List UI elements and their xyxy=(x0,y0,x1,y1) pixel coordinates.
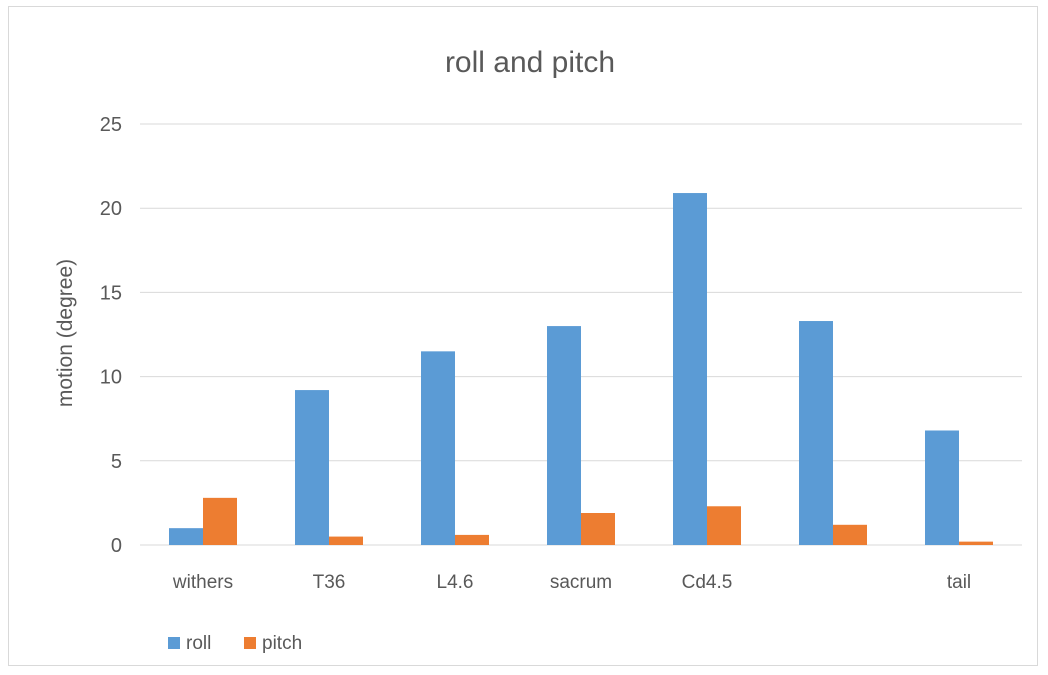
bar-pitch-Cd10.11 xyxy=(833,524,867,545)
gridlines xyxy=(140,123,1022,546)
bar-pitch-sacrum xyxy=(581,513,615,545)
bar-roll-tail xyxy=(925,430,959,545)
y-tick-labels: 0 5 10 15 20 25 xyxy=(100,114,122,557)
x-tick-label: sacrum xyxy=(550,572,612,593)
bar-roll-Cd10.11 xyxy=(799,321,833,545)
y-axis-label: motion (degree) xyxy=(54,259,77,407)
x-tick-label: tail xyxy=(947,572,971,593)
bar-pitch-Cd4.5 xyxy=(707,506,741,545)
y-tick-label: 20 xyxy=(100,198,122,220)
x-tick-label: L4.6 xyxy=(437,572,474,593)
bar-roll-sacrum xyxy=(547,326,581,545)
chart-title: roll and pitch xyxy=(445,46,615,79)
legend-label-pitch: pitch xyxy=(262,633,302,654)
bar-pitch-T36 xyxy=(329,536,363,545)
bar-roll-L4.6 xyxy=(421,351,455,545)
bar-roll-withers xyxy=(169,528,203,545)
bar-pitch-tail xyxy=(959,541,993,545)
legend-swatch-pitch xyxy=(244,637,256,649)
bar-pitch-withers xyxy=(203,497,237,545)
legend: roll pitch xyxy=(168,633,302,654)
y-tick-label: 0 xyxy=(111,535,122,557)
y-tick-label: 10 xyxy=(100,367,122,389)
x-tick-label: Cd4.5 xyxy=(682,572,733,593)
y-tick-label: 5 xyxy=(111,451,122,473)
chart-frame xyxy=(8,6,1038,666)
bar-roll-Cd4.5 xyxy=(673,193,707,545)
bars xyxy=(169,193,993,545)
y-tick-label: 15 xyxy=(100,282,122,304)
legend-swatch-roll xyxy=(168,637,180,649)
y-tick-label: 25 xyxy=(100,114,122,136)
x-tick-label: withers xyxy=(172,572,233,593)
bar-roll-T36 xyxy=(295,390,329,545)
legend-label-roll: roll xyxy=(186,633,211,654)
bar-pitch-L4.6 xyxy=(455,534,489,545)
x-tick-labels: withers T36 L4.6 sacrum Cd4.5 tail xyxy=(172,572,971,593)
x-tick-label: T36 xyxy=(313,572,346,593)
